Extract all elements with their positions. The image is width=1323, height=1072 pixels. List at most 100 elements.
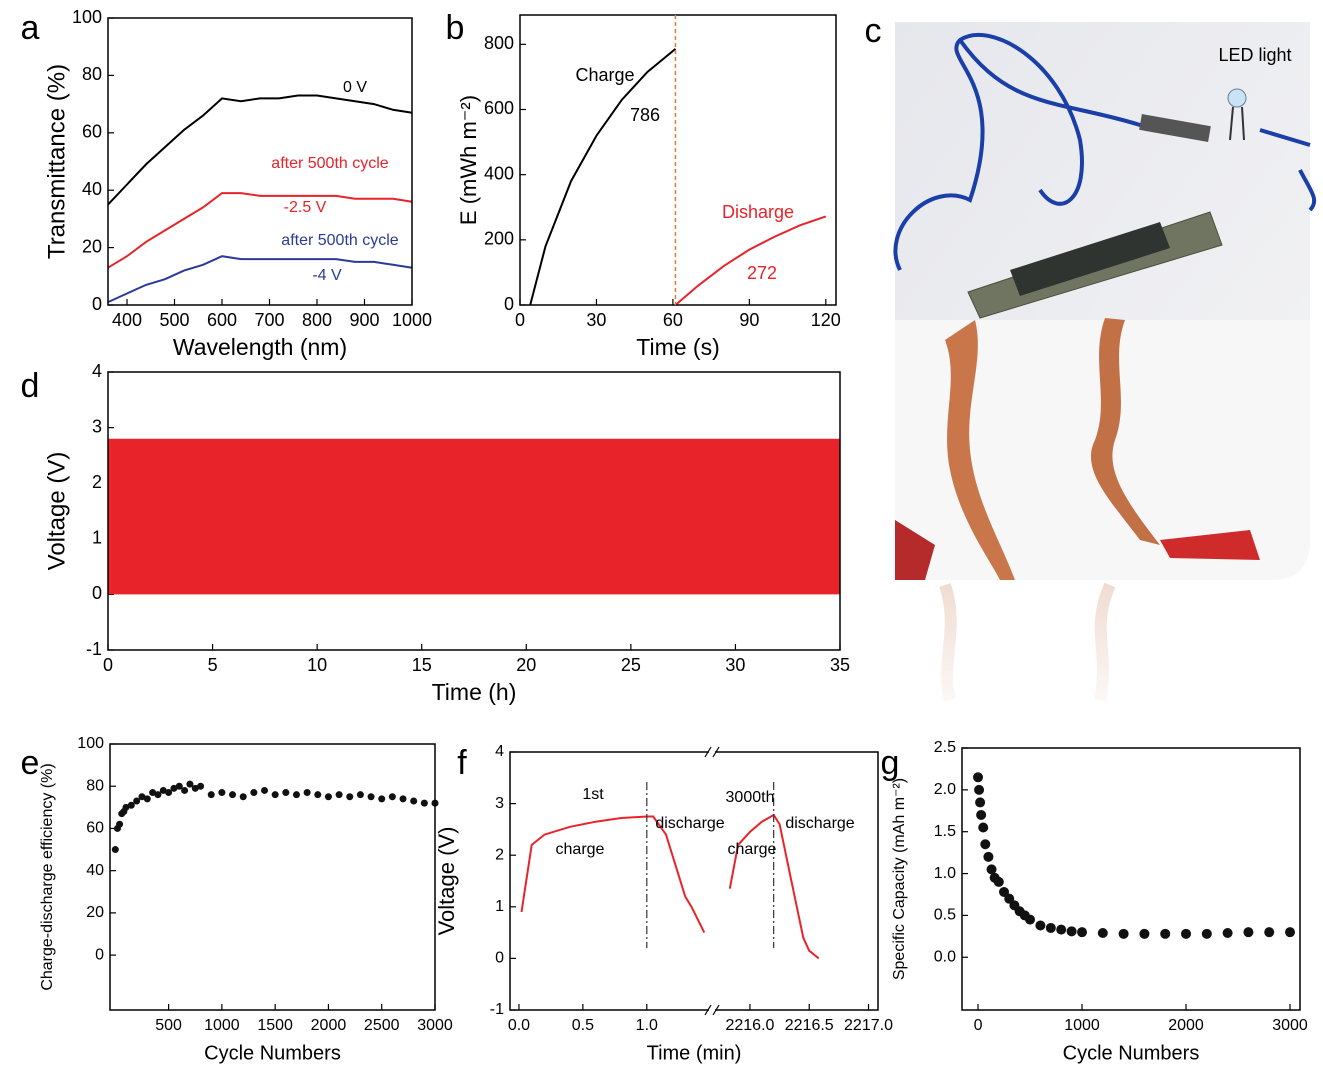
annotation: 3000th xyxy=(726,789,775,806)
annotation: discharge xyxy=(785,815,854,832)
y-tick-label: 80 xyxy=(86,777,104,794)
y-tick-label: 20 xyxy=(82,236,102,256)
point xyxy=(1045,922,1056,933)
y-axis-label: Specific Capacity (mAh m⁻²) xyxy=(891,778,908,980)
x-tick-label: 600 xyxy=(207,310,237,330)
point xyxy=(410,797,418,805)
x-tick-label: 20 xyxy=(516,655,536,675)
chart-panel: 0.0 0.5 1.0 2216.0 2216.5 2217.0 -1 0 1 2 3 4 1st 300… xyxy=(434,743,893,1064)
axis-break xyxy=(709,1004,715,1016)
annotation: after 500th cycle xyxy=(281,232,399,249)
x-tick-label: 900 xyxy=(349,310,379,330)
point xyxy=(388,793,396,801)
connector xyxy=(1139,114,1211,142)
point xyxy=(399,795,407,803)
panel-label: a xyxy=(21,9,40,47)
photo: LED light c xyxy=(865,12,1317,730)
point xyxy=(149,789,157,797)
y-tick-label: 800 xyxy=(484,33,514,53)
photo-annotation: LED light xyxy=(1218,45,1291,65)
point xyxy=(367,793,375,801)
x-tick-label: 1000 xyxy=(1064,1017,1100,1034)
y-tick-label: -1 xyxy=(86,639,102,659)
point xyxy=(303,789,311,797)
point xyxy=(335,791,343,799)
point xyxy=(975,797,986,808)
line xyxy=(107,255,413,304)
x-tick-label: 3000 xyxy=(417,1017,453,1034)
point xyxy=(191,784,199,792)
point xyxy=(1066,926,1077,937)
x-tick-label: 120 xyxy=(811,310,841,330)
y-tick-label: 1 xyxy=(495,898,504,915)
point xyxy=(197,782,205,790)
point xyxy=(116,820,124,828)
point xyxy=(1077,927,1088,938)
annotation: 272 xyxy=(747,263,777,283)
point xyxy=(1035,920,1046,931)
x-tick-label: 2500 xyxy=(364,1017,400,1034)
y-tick-label: 20 xyxy=(86,904,104,921)
annotation: Disharge xyxy=(722,202,794,222)
wire xyxy=(1259,128,1317,212)
line xyxy=(728,813,820,960)
clip xyxy=(895,520,935,580)
x-axis-label: Cycle Numbers xyxy=(1063,1042,1200,1064)
annotation: charge xyxy=(728,841,777,858)
area xyxy=(108,438,840,595)
y-tick-label: 2 xyxy=(495,846,504,863)
x-axis-label: Cycle Numbers xyxy=(204,1042,341,1064)
point xyxy=(207,791,215,799)
y-tick-label: 80 xyxy=(82,64,102,84)
point xyxy=(154,791,162,799)
point xyxy=(1285,927,1296,938)
y-tick-label: 1.0 xyxy=(934,865,956,882)
panel-label: g xyxy=(881,744,900,782)
x-tick-label: 10 xyxy=(307,655,327,675)
axes-frame xyxy=(107,371,841,651)
point xyxy=(314,791,322,799)
chart-panel: 400 500 600 700 800 900 1000 0 20 40 60 80 100 0 V aft… xyxy=(21,7,432,360)
y-tick-label: 400 xyxy=(484,163,514,183)
point xyxy=(980,839,991,850)
point xyxy=(170,784,178,792)
line xyxy=(107,94,413,206)
point xyxy=(983,851,994,862)
x-tick-label: 0 xyxy=(974,1017,983,1034)
axes-frame xyxy=(961,747,1301,1011)
copper-strip xyxy=(1091,318,1160,545)
point xyxy=(181,786,189,794)
point xyxy=(1243,927,1254,938)
y-tick-label: -1 xyxy=(490,1001,504,1018)
x-tick-label: 30 xyxy=(725,655,745,675)
point xyxy=(111,846,119,854)
wire xyxy=(893,33,1201,271)
x-tick-label: 0 xyxy=(515,310,525,330)
axes-frame xyxy=(519,14,837,306)
point xyxy=(986,864,997,875)
point xyxy=(978,822,989,833)
point xyxy=(1201,928,1212,939)
panel-label: b xyxy=(446,9,465,47)
x-tick-label: 60 xyxy=(663,310,683,330)
x-tick-label: 1000 xyxy=(392,310,432,330)
chart-panel: 0 30 60 90 120 0 200 400 600 800 Charge 786 Disharge… xyxy=(446,9,841,360)
y-tick-label: 200 xyxy=(484,229,514,249)
y-tick-label: 1 xyxy=(92,528,102,548)
point xyxy=(1056,924,1067,935)
point xyxy=(138,793,146,801)
led xyxy=(1227,88,1247,108)
point xyxy=(1025,914,1036,925)
point xyxy=(122,803,130,811)
reflection-fade xyxy=(895,580,1310,730)
y-tick-label: 0 xyxy=(504,294,514,314)
x-tick-label: 35 xyxy=(830,655,850,675)
point xyxy=(1139,928,1150,939)
y-tick-label: 2.5 xyxy=(934,739,956,756)
point xyxy=(133,797,141,805)
point xyxy=(973,772,984,783)
device-window xyxy=(1010,222,1170,296)
line xyxy=(529,48,677,306)
x-tick-label: 5 xyxy=(208,655,218,675)
